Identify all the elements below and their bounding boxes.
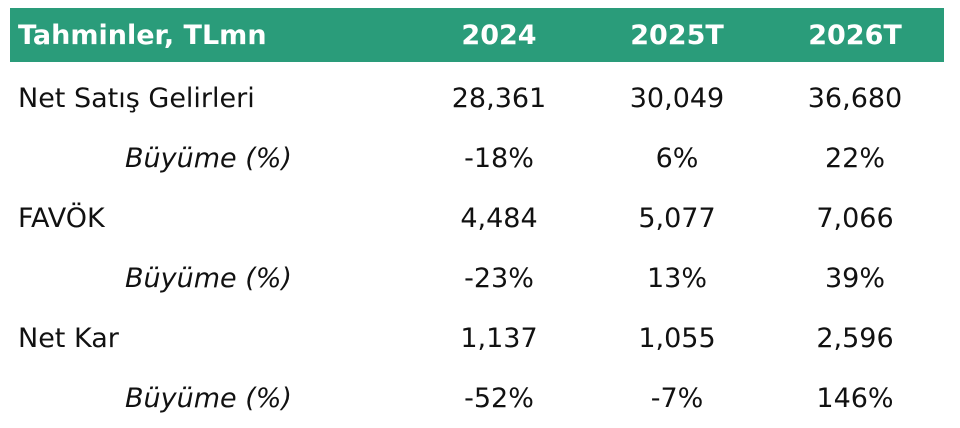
cell-value: 2,596 (816, 322, 894, 354)
cell-value: -23% (464, 262, 534, 294)
cell-value: -52% (464, 382, 534, 414)
cell-value: 146% (816, 382, 894, 414)
cell-value: 1,055 (638, 322, 716, 354)
row-label: Net Kar (18, 322, 119, 354)
row-label: FAVÖK (18, 202, 105, 234)
header-label: Tahminler, TLmn (18, 19, 267, 51)
table-row-ebitda: FAVÖK 4,484 5,077 7,066 (10, 188, 944, 248)
header-year-2024: 2024 (461, 19, 537, 51)
cell-value: 5,077 (638, 202, 716, 234)
cell-value: 39% (824, 262, 885, 294)
header-year-2025t: 2025T (630, 19, 724, 51)
table-row-ebitda-growth: Büyüme (%) -23% 13% 39% (10, 248, 944, 308)
cell-value: 7,066 (816, 202, 894, 234)
forecast-table: Tahminler, TLmn 2024 2025T 2026T Net Sat… (10, 8, 944, 428)
table-row-net-sales: Net Satış Gelirleri 28,361 30,049 36,680 (10, 68, 944, 128)
cell-value: -18% (464, 142, 534, 174)
row-label: Büyüme (%) (125, 142, 292, 174)
row-label: Net Satış Gelirleri (18, 82, 255, 114)
table-header: Tahminler, TLmn 2024 2025T 2026T (10, 8, 944, 62)
cell-value: 30,049 (629, 82, 725, 114)
cell-value: 4,484 (460, 202, 538, 234)
table-row-net-profit-growth: Büyüme (%) -52% -7% 146% (10, 368, 944, 428)
table-row-net-sales-growth: Büyüme (%) -18% 6% 22% (10, 128, 944, 188)
cell-value: 36,680 (807, 82, 903, 114)
cell-value: 6% (655, 142, 699, 174)
cell-value: 22% (824, 142, 885, 174)
cell-value: 1,137 (460, 322, 538, 354)
table-row-net-profit: Net Kar 1,137 1,055 2,596 (10, 308, 944, 368)
row-label: Büyüme (%) (125, 262, 292, 294)
cell-value: 28,361 (451, 82, 547, 114)
header-year-2026t: 2026T (808, 19, 902, 51)
cell-value: 13% (646, 262, 707, 294)
cell-value: -7% (650, 382, 704, 414)
row-label: Büyüme (%) (125, 382, 292, 414)
